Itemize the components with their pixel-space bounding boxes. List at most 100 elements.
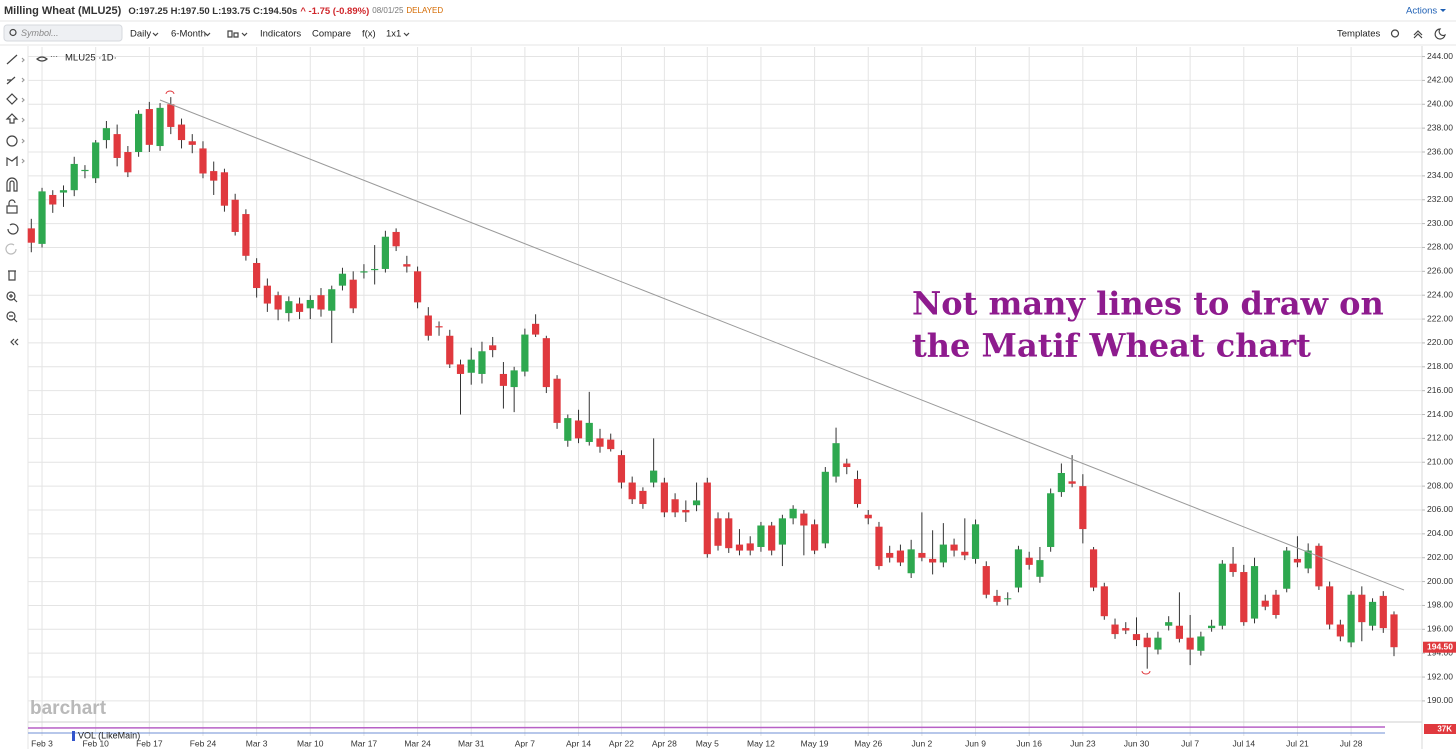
layout-button[interactable]: 1x1	[386, 29, 401, 40]
x-tick-label: Jul 14	[1232, 738, 1255, 748]
candle-body	[102, 128, 111, 141]
candle-body	[371, 268, 379, 271]
x-tick-label: Apr 22	[609, 738, 634, 748]
candle-body	[660, 482, 668, 513]
candle-body	[360, 271, 368, 273]
high-marker	[165, 90, 175, 95]
candle-body	[961, 551, 969, 556]
candle-body	[768, 525, 776, 551]
x-tick-label: Feb 10	[82, 738, 109, 748]
candle-body	[789, 508, 797, 519]
x-tick-label: Feb 3	[31, 738, 53, 748]
theme-icon[interactable]	[1434, 28, 1446, 40]
candle-body	[1175, 625, 1184, 639]
dropdown-carets	[152, 32, 410, 37]
search-icon	[9, 28, 17, 37]
symbol-title: Milling Wheat (MLU25)	[4, 5, 122, 17]
candle-body	[1186, 637, 1194, 650]
templates-button[interactable]: Templates	[1337, 29, 1381, 40]
range-button[interactable]: 6-Month	[171, 29, 206, 40]
compare-button[interactable]: Compare	[312, 29, 351, 40]
drawing-tools[interactable]	[5, 54, 25, 346]
candle-body	[1272, 594, 1280, 615]
collapse-icon[interactable]	[1413, 30, 1423, 39]
candle-body	[939, 544, 947, 563]
candle-body	[1250, 566, 1259, 619]
chart-type-icon[interactable]	[227, 30, 239, 38]
x-tick-label: Apr 7	[515, 738, 536, 748]
y-tick-label: 228.00	[1427, 242, 1453, 252]
candle-body	[714, 518, 722, 546]
volume-scale-label: 37K	[1437, 725, 1452, 734]
candle-body	[671, 499, 679, 513]
candle-body	[156, 107, 164, 147]
volume-label: VOL (LikeMain)	[78, 730, 140, 740]
candle-body	[628, 482, 636, 500]
candle-body	[1111, 624, 1119, 635]
candle-body	[735, 544, 744, 551]
candle-body	[596, 438, 604, 447]
candle-body	[446, 335, 454, 365]
candle-body	[253, 262, 261, 289]
candle-body	[499, 373, 508, 386]
candle-body	[982, 566, 990, 595]
grid-layer	[28, 47, 1422, 736]
candle-body	[1036, 560, 1044, 577]
candle-body	[1347, 594, 1355, 643]
candle-body	[617, 455, 626, 483]
candle-body	[971, 524, 980, 559]
actions-caret	[1440, 9, 1446, 12]
x-tick-label: Mar 10	[297, 738, 324, 748]
candle-body	[832, 443, 840, 477]
x-tick-label: May 5	[696, 738, 719, 748]
candle-body	[1283, 550, 1291, 589]
y-tick-label: 216.00	[1427, 385, 1453, 395]
candle-body	[220, 172, 229, 206]
candle-body	[263, 285, 271, 304]
volume-average	[27, 726, 1386, 729]
symbol-placeholder: Symbol...	[21, 28, 59, 38]
candle-body	[467, 359, 475, 373]
y-tick-label: 198.00	[1427, 600, 1453, 610]
candle-body	[650, 470, 658, 483]
y-tick-label: 220.00	[1427, 337, 1453, 347]
indicators-button[interactable]: Indicators	[260, 29, 301, 40]
symbol-search[interactable]	[3, 24, 123, 42]
x-tick-label: May 19	[801, 738, 829, 748]
candle-body	[1122, 628, 1130, 631]
y-tick-label: 222.00	[1427, 313, 1453, 323]
interval-button[interactable]: Daily	[130, 29, 151, 40]
candle-body	[585, 422, 593, 442]
candle-body	[1004, 598, 1012, 600]
options-dots[interactable]: ···	[50, 52, 58, 61]
candle-body	[413, 271, 422, 303]
candle-body	[1326, 586, 1334, 625]
candle-body	[70, 163, 78, 191]
x-tick-label: Mar 17	[351, 738, 378, 748]
candle-body	[478, 351, 486, 374]
candle-body	[853, 478, 862, 505]
y-tick-label: 190.00	[1427, 695, 1453, 705]
candle-body	[950, 544, 958, 551]
candle-body	[1057, 472, 1065, 493]
settings-icon[interactable]	[1390, 29, 1400, 38]
x-tick-label: Jun 2	[911, 738, 932, 748]
candle-body	[1143, 637, 1151, 648]
y-tick-label: 202.00	[1427, 552, 1453, 562]
candle-body	[810, 524, 819, 551]
candle-body	[295, 303, 304, 312]
candle-body	[778, 518, 786, 545]
candle-body	[692, 500, 701, 506]
actions-menu[interactable]: Actions	[1406, 6, 1437, 17]
fx-button[interactable]: f(x)	[362, 29, 376, 40]
y-tick-label: 238.00	[1427, 122, 1453, 132]
candle-body	[1368, 601, 1377, 626]
candle-body	[188, 141, 196, 145]
y-tick-label: 196.00	[1427, 624, 1453, 634]
x-tick-label: Feb 17	[136, 738, 163, 748]
candle-body	[167, 104, 175, 127]
candle-body	[210, 171, 218, 181]
visibility-icon[interactable]	[36, 56, 48, 62]
candle-body	[1025, 557, 1033, 565]
